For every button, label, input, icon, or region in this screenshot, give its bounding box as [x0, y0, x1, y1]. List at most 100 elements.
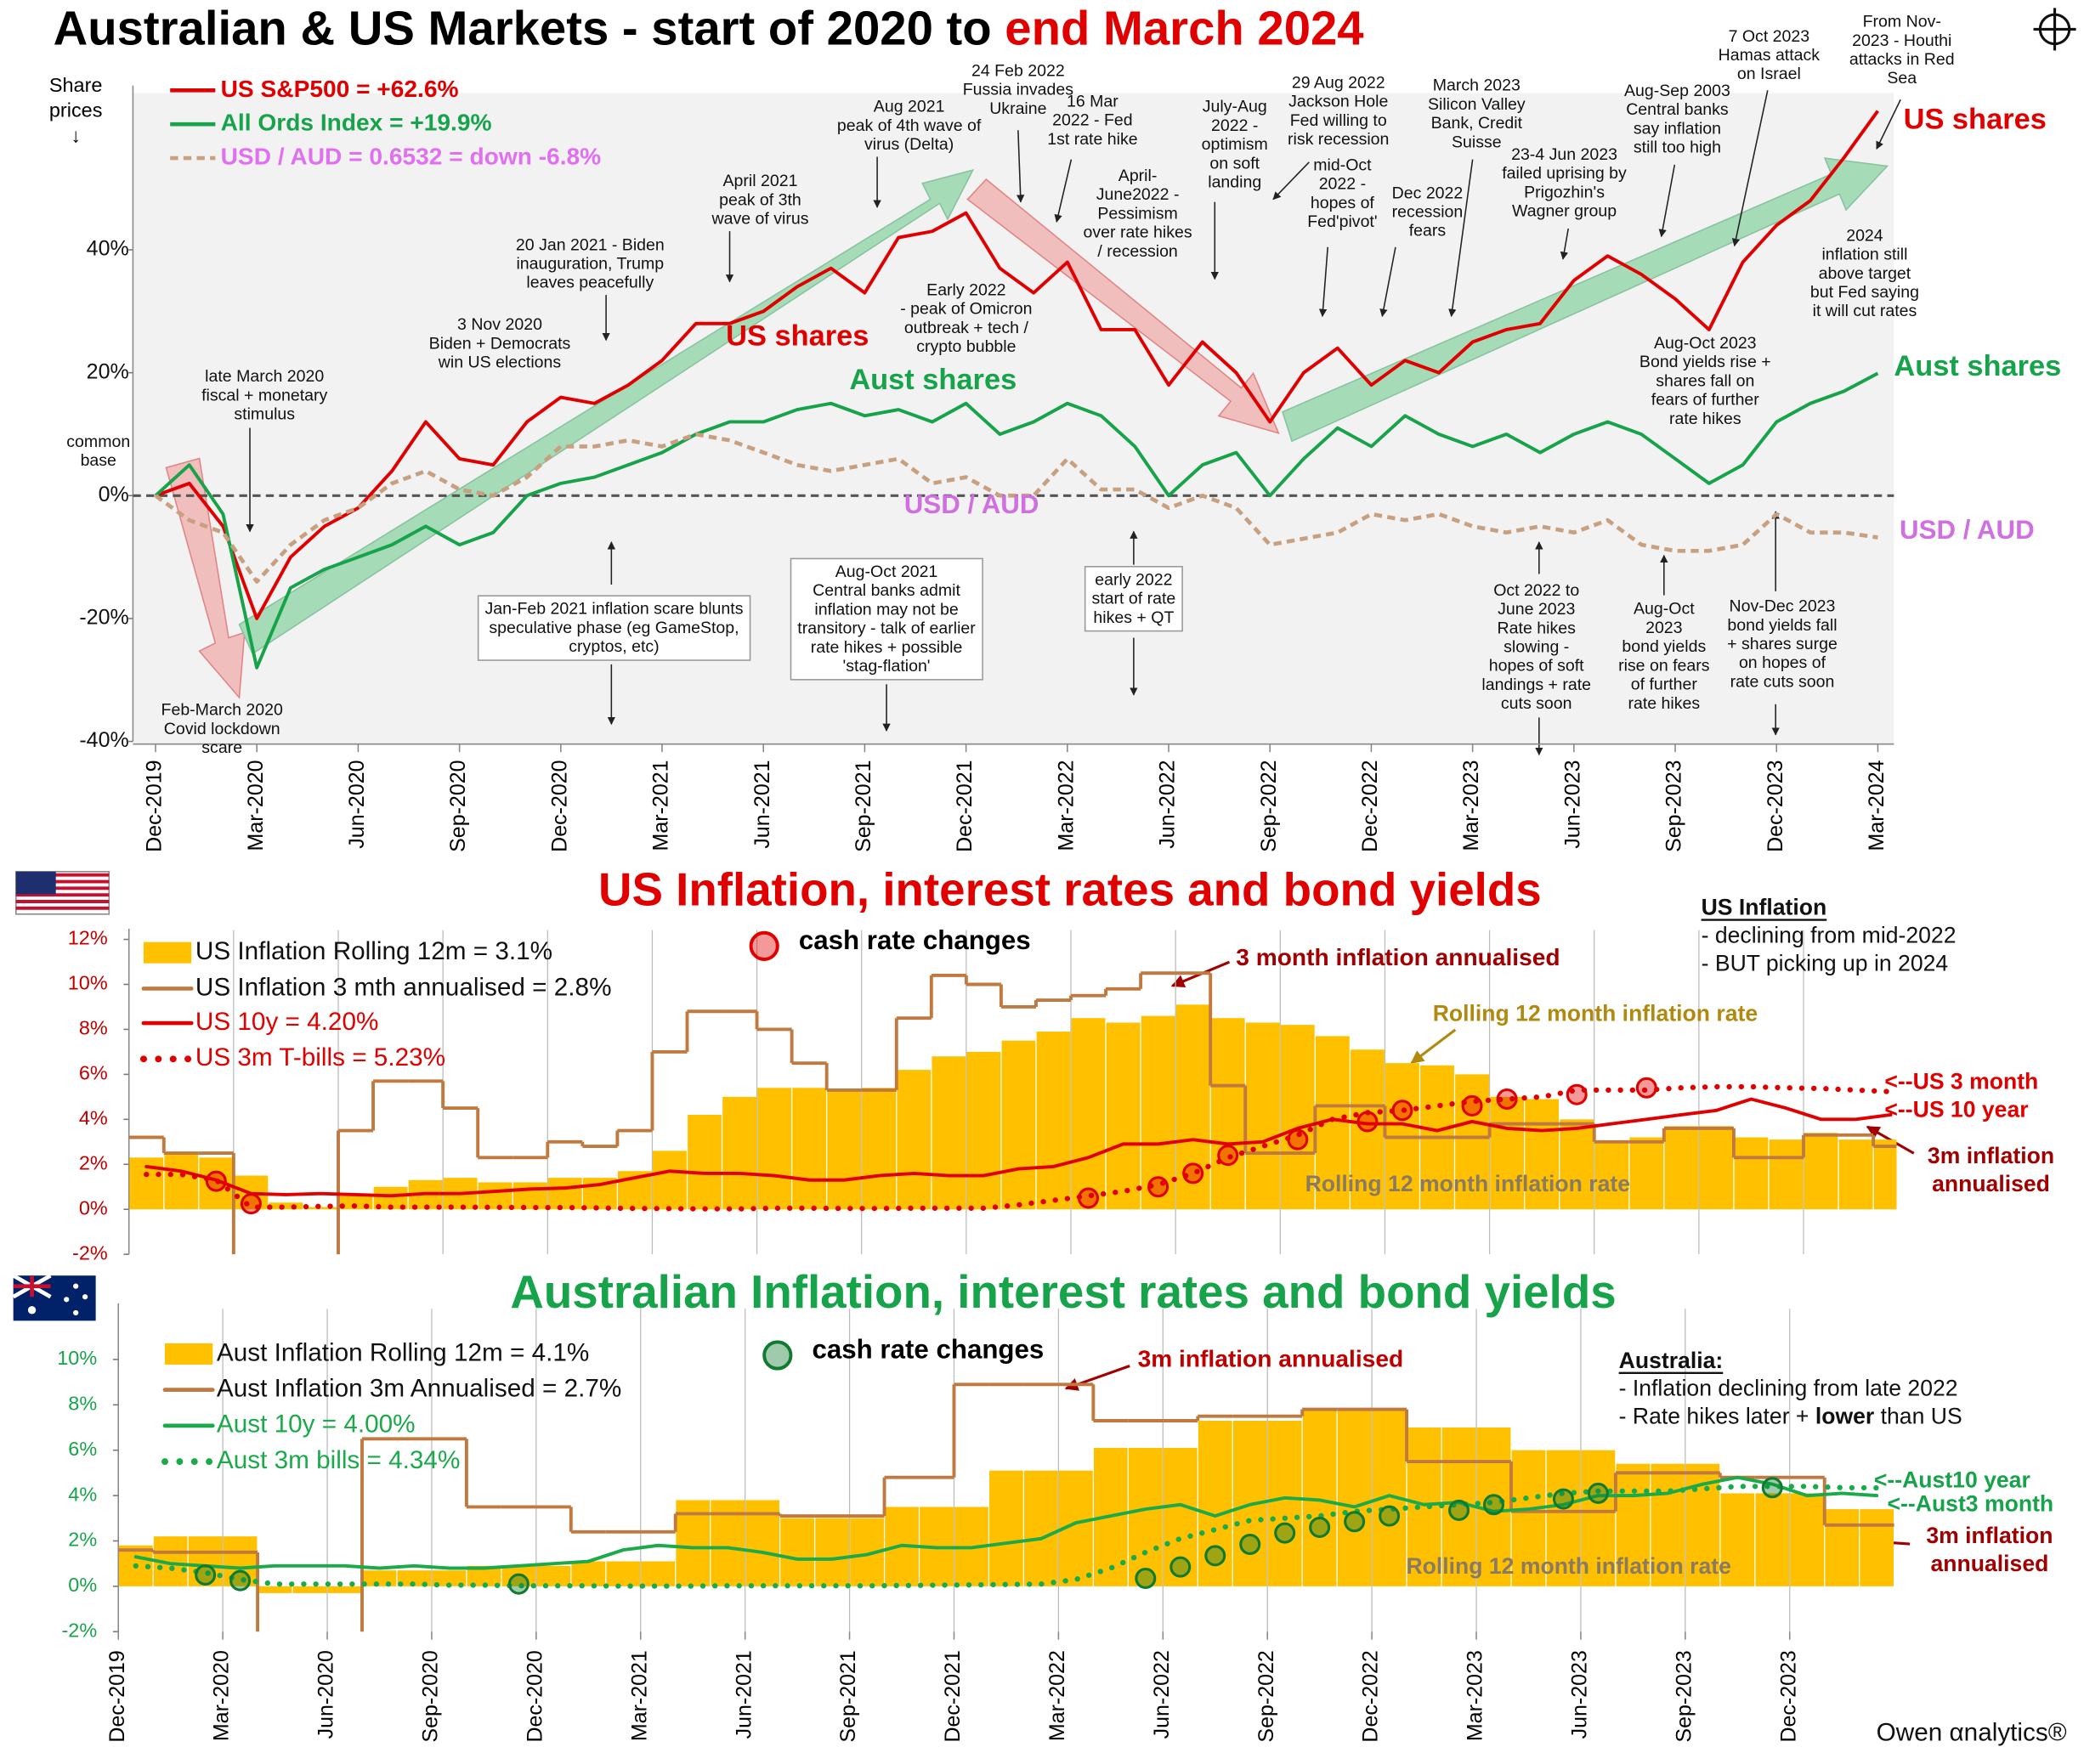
- annotation-line: 24 Feb 2022: [971, 62, 1065, 81]
- cash-rate-change: [507, 1573, 529, 1595]
- y-tick-label: 20%: [87, 359, 129, 383]
- main-title: Australian & US Markets - start of 2020 …: [54, 1, 1364, 54]
- annotation: <--Aust3 month: [1888, 1491, 2054, 1517]
- annotation-line: Oct 2022 to: [1493, 581, 1579, 600]
- chart-label: USD / AUD: [904, 489, 1039, 519]
- annotation-line: on soft: [1209, 154, 1260, 172]
- x-tick-label: Jun-2020: [314, 1650, 338, 1739]
- bar: [1699, 1126, 1734, 1210]
- x-tick-label: Sep-2020: [419, 1650, 443, 1742]
- annotation-line: 2024: [1846, 226, 1883, 245]
- annotation: <--Aust10 year: [1874, 1467, 2030, 1493]
- x-tick-label: Mar-2020: [210, 1650, 234, 1741]
- annotation-line: 2022 -: [1211, 116, 1258, 135]
- annotation-part: Australia:: [1619, 1348, 1724, 1373]
- legend-label: cash rate changes: [799, 925, 1031, 955]
- flag-star: [73, 1283, 79, 1289]
- annotation-line: cuts soon: [1501, 694, 1572, 713]
- x-tick-label: Jun-2021: [732, 1650, 756, 1739]
- annotation: 3m inflation annualised: [1138, 1346, 1404, 1372]
- chart: -40% -20% 0% 20% 40% Dec-2019 Mar-2020 Jun-2020…: [49, 13, 2061, 852]
- annotation-part: <--Aust10 year: [1874, 1467, 2030, 1493]
- annotation-part: <--US 10 year: [1884, 1096, 2028, 1122]
- pointer: [1054, 159, 1073, 223]
- annotation-line: still too high: [1634, 139, 1721, 157]
- annotation-line: Aug-Oct: [1634, 600, 1695, 619]
- flag-star: [73, 1309, 79, 1316]
- annotation-part: Rolling 12 month inflation rate: [1305, 1171, 1630, 1196]
- annotation-line: wave of virus: [711, 210, 808, 229]
- annotation-line: 3m inflation: [1926, 1523, 2053, 1548]
- annotation: 3m inflation annualised: [1928, 1143, 2054, 1196]
- annotation-line: bond yields fall: [1727, 616, 1837, 635]
- annotation-line: 'stag-flation': [843, 657, 931, 676]
- annotation-line: annualised: [1932, 1171, 2050, 1196]
- annotation-line: optimism: [1202, 135, 1268, 154]
- annotation-line: hopes of: [1311, 194, 1375, 212]
- annotation-part: - declining from mid-2022: [1702, 922, 1957, 947]
- annotation-line: but Fed saying: [1810, 283, 1919, 302]
- x-tick-label: Dec-2023: [1776, 1650, 1800, 1742]
- cash-rate-change: [1182, 1162, 1204, 1184]
- y-tick-label: 0%: [99, 483, 129, 506]
- annotation-line: stimulus: [234, 405, 295, 424]
- annotation: 3 Nov 2020 Biden + Democrats win US electi…: [429, 315, 571, 371]
- annotation-line: Hamas attack: [1719, 46, 1821, 65]
- chart: -2% 0% 2% 4% 6% 8% 10% 12% US Inflation Rolling …: [68, 895, 2054, 1264]
- bar: [1769, 1139, 1804, 1210]
- y-axis-label: Share: [49, 74, 103, 96]
- legend-label: US 10y = 4.20%: [195, 1008, 378, 1036]
- annotation: 23-4 Jun 2023 failed uprising by Prigozhin…: [1502, 145, 1627, 221]
- annotation: Nov-Dec 2023 bond yields fall + shares sur…: [1727, 597, 1838, 692]
- bar: [1128, 1448, 1163, 1586]
- bar: [1525, 1099, 1560, 1210]
- bar: [397, 1570, 432, 1586]
- y-tick-label: 10%: [68, 972, 108, 994]
- bar: [688, 1115, 722, 1210]
- annotation-line: - peak of Omicron: [900, 300, 1032, 319]
- series-line: [155, 110, 1880, 620]
- annotation-line: Aug 2021: [874, 98, 945, 116]
- cash-rate-change: [1078, 1187, 1100, 1209]
- annotation-line: annualised: [1931, 1551, 2049, 1576]
- annotation-line: slowing -: [1504, 638, 1569, 657]
- bar: [1629, 1137, 1664, 1210]
- cash-rate-change: [1239, 1533, 1261, 1555]
- legend-label: cash rate changes: [812, 1335, 1044, 1365]
- bar: [269, 1202, 303, 1210]
- annotation-line: bond yields: [1622, 637, 1706, 656]
- x-tick-label: Mar-2021: [627, 1650, 651, 1741]
- legend-key: [164, 1343, 213, 1365]
- crosshair-icon: [2033, 8, 2076, 51]
- annotation-line: Pessimism: [1097, 205, 1177, 223]
- bar: [641, 1561, 676, 1586]
- annotation-line: Central banks admit: [813, 581, 960, 600]
- cash-rate-change: [1461, 1094, 1483, 1117]
- bar: [164, 1153, 199, 1210]
- bar: [1175, 1004, 1210, 1210]
- annotation: - Rate hikes later + lower than US: [1619, 1404, 1962, 1429]
- annotation-line: on Israel: [1737, 65, 1801, 83]
- annotation: Aug-Oct 2023 bond yields rise on fears of fu…: [1618, 600, 1710, 713]
- annotation-line: inflation still: [1821, 246, 1907, 264]
- annotation-part: <--US 3 month: [1884, 1068, 2038, 1094]
- annotation-line: rate hikes: [1628, 694, 1700, 713]
- annotation-line: scare: [201, 738, 242, 757]
- cash-rate-change: [1356, 1111, 1379, 1133]
- flag-canton: [15, 871, 56, 895]
- annotation-part: US Inflation: [1702, 895, 1827, 920]
- legend-label: US S&P500 = +62.6%: [221, 76, 459, 102]
- chart-label: US shares: [1904, 103, 2047, 135]
- annotation-line: speculative phase (eg GameStop,: [489, 619, 739, 637]
- annotation-line: of further: [1631, 676, 1698, 694]
- annotation-part: - BUT picking up in 2024: [1702, 950, 1949, 975]
- bar: [1581, 1450, 1616, 1586]
- cash-rate-change: [195, 1564, 217, 1586]
- annotation-line: Jan-Feb 2021 inflation scare blunts: [484, 600, 743, 619]
- bar: [1734, 1137, 1769, 1210]
- annotation-line: Fussia invades: [963, 81, 1074, 99]
- bar: [780, 1518, 814, 1586]
- x-tick-label: Mar-2022: [1045, 1650, 1069, 1741]
- annotation-line: rate hikes: [1669, 410, 1741, 428]
